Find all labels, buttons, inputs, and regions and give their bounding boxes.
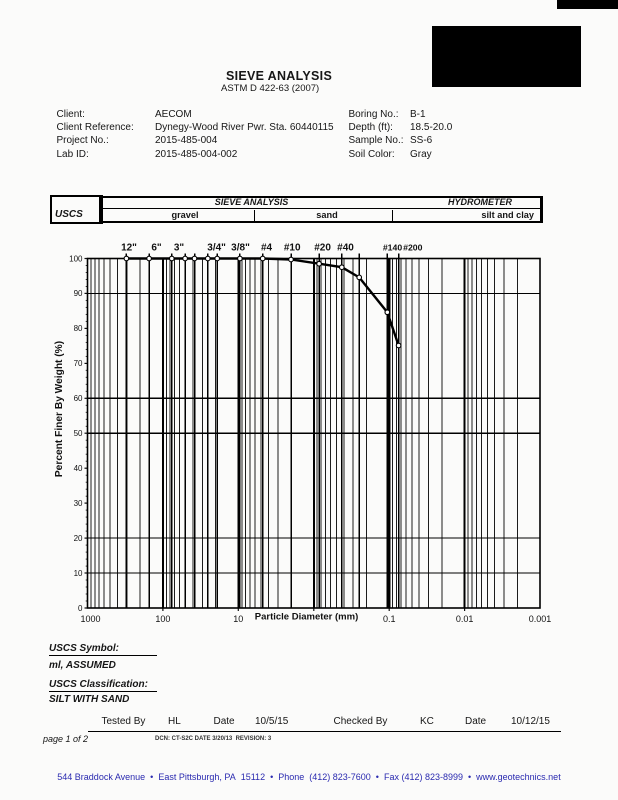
svg-text:10: 10 — [233, 614, 243, 624]
svg-text:#20: #20 — [314, 243, 331, 254]
svg-text:20: 20 — [74, 534, 83, 543]
svg-text:100: 100 — [155, 614, 170, 624]
svg-text:Particle Diameter (mm): Particle Diameter (mm) — [255, 612, 358, 623]
svg-text:3/8": 3/8" — [231, 243, 250, 254]
svg-text:12": 12" — [121, 243, 137, 254]
svg-text:3/4": 3/4" — [207, 243, 226, 254]
svg-text:40: 40 — [74, 464, 83, 473]
svg-text:Percent Finer By Weight (%): Percent Finer By Weight (%) — [54, 341, 65, 477]
svg-text:#40: #40 — [337, 243, 354, 254]
svg-text:0: 0 — [78, 604, 83, 613]
svg-text:0.1: 0.1 — [383, 614, 396, 624]
svg-text:#4: #4 — [261, 243, 273, 254]
svg-text:0.01: 0.01 — [456, 614, 474, 624]
svg-text:#200: #200 — [403, 243, 422, 253]
svg-text:80: 80 — [74, 324, 83, 333]
svg-text:3": 3" — [174, 243, 185, 254]
svg-text:70: 70 — [74, 359, 83, 368]
svg-text:#10: #10 — [284, 243, 301, 254]
svg-text:30: 30 — [74, 499, 83, 508]
svg-text:1000: 1000 — [80, 614, 100, 624]
svg-text:0.001: 0.001 — [529, 614, 552, 624]
svg-text:10: 10 — [74, 569, 83, 578]
svg-text:100: 100 — [69, 254, 83, 263]
svg-text:#140: #140 — [383, 243, 402, 253]
svg-text:60: 60 — [74, 394, 83, 403]
svg-text:50: 50 — [74, 429, 83, 438]
svg-text:6": 6" — [151, 243, 162, 254]
svg-text:90: 90 — [74, 289, 83, 298]
